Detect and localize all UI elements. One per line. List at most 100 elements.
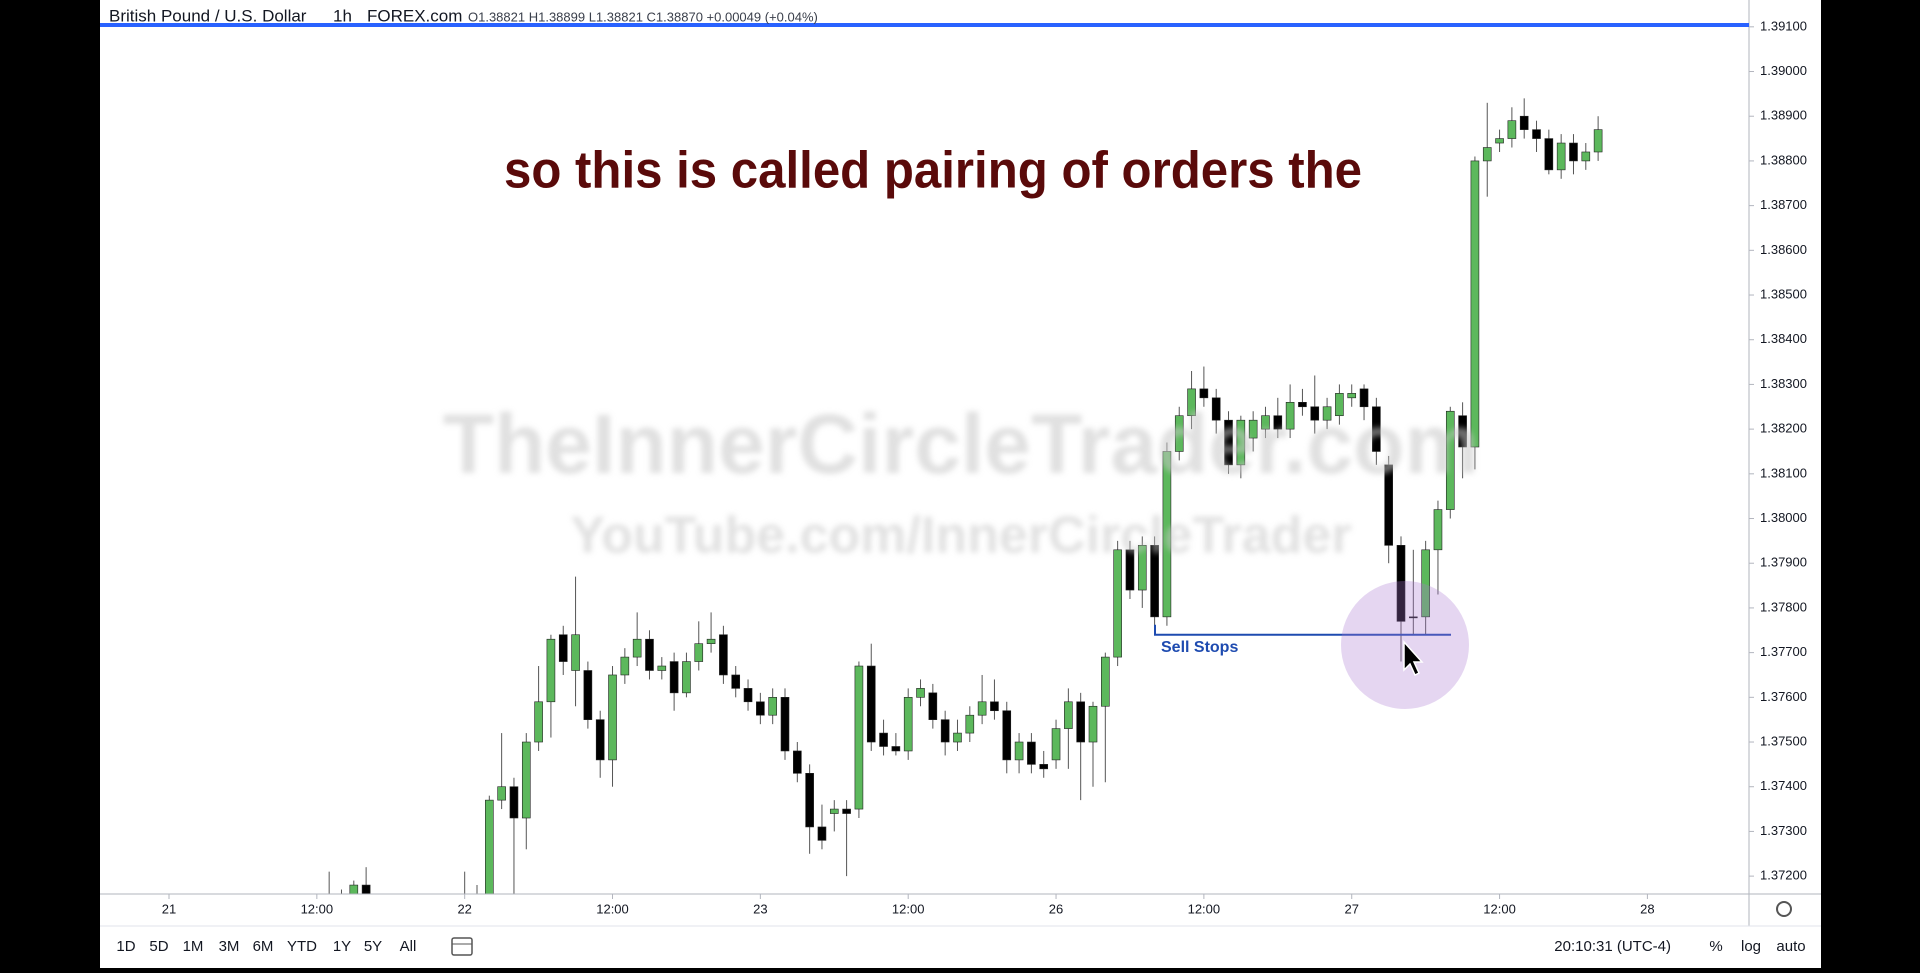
candle-body — [1322, 406, 1332, 421]
y-tick-label: 1.38300 — [1760, 376, 1807, 391]
y-tick-label: 1.37900 — [1760, 555, 1807, 570]
candle-body — [1458, 415, 1467, 448]
candle-body — [1544, 138, 1554, 171]
candle-body — [768, 697, 777, 716]
candle-body — [891, 746, 901, 752]
candle-body — [632, 638, 642, 658]
y-tick-label: 1.38100 — [1760, 465, 1807, 480]
candle-body — [842, 808, 851, 814]
percent-toggle[interactable]: % — [1709, 938, 1722, 955]
candle-body — [1532, 129, 1541, 139]
candle-body — [1445, 410, 1455, 510]
ohlc-legend: O1.38821 H1.38899 L1.38821 C1.38870 +0.0… — [468, 9, 818, 24]
candle-body — [571, 634, 580, 671]
candle-body — [1076, 701, 1085, 743]
clock: 20:10:31 (UTC-4) — [1554, 938, 1671, 955]
candle-body — [1137, 545, 1147, 591]
candle-body — [990, 701, 999, 712]
log-toggle[interactable]: log — [1741, 938, 1761, 955]
candle-body — [1064, 701, 1073, 729]
candle-body — [829, 808, 839, 814]
candle-body — [694, 643, 704, 662]
candle-body — [583, 670, 593, 720]
chart-panel — [100, 0, 1821, 968]
candle-body — [1273, 415, 1283, 430]
candle-body — [928, 692, 938, 720]
candle-body — [916, 688, 925, 698]
candle-body — [1162, 451, 1172, 618]
candle-body — [719, 634, 728, 676]
candle-body — [854, 665, 864, 810]
x-tick-label: 12:00 — [1483, 901, 1516, 916]
x-tick-label: 21 — [162, 901, 176, 916]
x-tick-label: 23 — [753, 901, 767, 916]
candle-body — [1187, 388, 1196, 417]
candle-body — [657, 665, 667, 671]
candle-body — [558, 634, 568, 662]
candle-body — [817, 826, 827, 841]
candle-body — [1101, 656, 1110, 707]
candle-body — [1014, 741, 1024, 761]
y-tick-label: 1.37500 — [1760, 733, 1807, 748]
candle-body — [1174, 415, 1184, 452]
candle-body — [645, 638, 654, 671]
candle-body — [1298, 401, 1307, 408]
range-button[interactable]: All — [400, 938, 417, 955]
candle-body — [1384, 464, 1393, 546]
candle-body — [793, 750, 802, 774]
candle-body — [546, 638, 556, 703]
exchange: FOREX.com — [367, 6, 462, 25]
legend-bg — [100, 6, 860, 23]
range-button[interactable]: YTD — [287, 938, 317, 955]
y-tick-label: 1.38900 — [1760, 108, 1807, 123]
y-tick-label: 1.37800 — [1760, 599, 1807, 614]
y-tick-label: 1.37300 — [1760, 823, 1807, 838]
candle-body — [1507, 120, 1517, 139]
candle-body — [866, 665, 876, 743]
y-tick-label: 1.37600 — [1760, 689, 1807, 704]
settings-icon[interactable] — [1776, 901, 1792, 917]
x-tick-label: 22 — [457, 901, 471, 916]
range-button[interactable]: 3M — [219, 938, 240, 955]
range-button[interactable]: 1D — [116, 938, 135, 955]
candle-body — [620, 656, 630, 676]
auto-toggle[interactable]: auto — [1776, 938, 1805, 955]
x-tick-label: 12:00 — [596, 901, 629, 916]
y-tick-label: 1.38400 — [1760, 331, 1807, 346]
candle-body — [1433, 509, 1443, 551]
candle-body — [1113, 549, 1122, 658]
candle-body — [1421, 549, 1430, 618]
candle-body — [361, 884, 371, 894]
candle-body — [1027, 741, 1036, 765]
candle-body — [1224, 419, 1233, 466]
range-button[interactable]: 5D — [149, 938, 168, 955]
candle-body — [608, 674, 617, 761]
candle-body — [1495, 138, 1504, 144]
candle-body — [1372, 406, 1381, 452]
candle-body — [521, 741, 531, 819]
candle-body — [1285, 401, 1295, 430]
y-tick-label: 1.38700 — [1760, 197, 1807, 212]
watermark: TheInnerCircleTrader.com — [443, 397, 1479, 491]
candle-body — [509, 786, 519, 819]
candle-body — [706, 638, 716, 644]
candle-body — [1581, 151, 1591, 162]
candle-body — [1310, 406, 1320, 421]
candle-body — [1150, 545, 1159, 618]
range-button[interactable]: 5Y — [364, 938, 382, 955]
candle-body — [1236, 419, 1246, 466]
calendar-icon[interactable] — [451, 937, 473, 956]
sell-stops-label: Sell Stops — [1161, 639, 1238, 656]
range-button[interactable]: 1Y — [333, 938, 351, 955]
candle-body — [1261, 415, 1270, 430]
candle-body — [1593, 129, 1603, 153]
candle-body — [1088, 705, 1098, 743]
y-tick-label: 1.38600 — [1760, 242, 1807, 257]
candle-body — [1248, 419, 1258, 439]
range-button[interactable]: 1M — [183, 938, 204, 955]
y-tick-label: 1.38000 — [1760, 510, 1807, 525]
x-tick-label: 12:00 — [1188, 901, 1221, 916]
range-button[interactable]: 6M — [253, 938, 274, 955]
